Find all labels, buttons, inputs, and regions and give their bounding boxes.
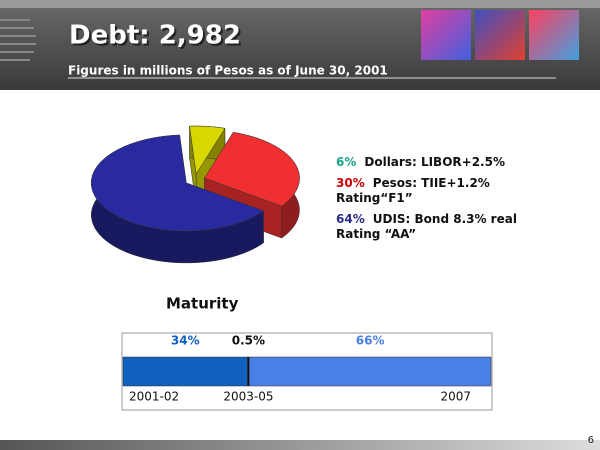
footer-band [0, 440, 600, 450]
pie-slice [189, 125, 226, 175]
bar-title: Maturity [166, 295, 239, 313]
legend-value: 30% [336, 176, 365, 190]
legend: 6% Dollars: LIBOR+2.5% 30% Pesos: TIIE+1.2%… [336, 155, 536, 248]
title: Debt: 2,982 [69, 21, 241, 51]
subtitle: Figures in millions of Pesos as of June … [68, 64, 388, 78]
legend-entry: 30% Pesos: TIIE+1.2% Rating“F1” [336, 176, 536, 206]
legend-label: Dollars: LIBOR+2.5% [364, 155, 505, 169]
legend-label: Pesos: TIIE+1.2% Rating“F1” [336, 176, 490, 205]
header-top [0, 0, 600, 8]
bar-value-label: 34% [171, 334, 200, 348]
bar-value-label: 66% [356, 334, 385, 348]
legend-entry: 6% Dollars: LIBOR+2.5% [336, 155, 536, 170]
bar-segment [247, 356, 250, 387]
legend-entry: 64% UDIS: Bond 8.3% real Rating “AA” [336, 212, 536, 242]
bar-category-label: 2007 [440, 390, 471, 404]
title-shadow: Debt: 2,982 [71, 23, 243, 53]
pie-tops [91, 125, 300, 232]
pie-slice [204, 132, 300, 207]
bar-value-label: 0.5% [232, 334, 265, 348]
bar-segment [122, 356, 248, 387]
legend-value: 64% [336, 212, 365, 226]
logo [0, 19, 36, 61]
legend-label: UDIS: Bond 8.3% real Rating “AA” [336, 212, 517, 241]
header-image [421, 10, 471, 60]
bar-segment [249, 356, 492, 387]
header-image [475, 10, 525, 60]
header-image [529, 10, 579, 60]
bar-category-label: 2003-05 [223, 390, 273, 404]
pie-slice [91, 134, 265, 232]
bar-category-label: 2001-02 [129, 390, 179, 404]
pie-chart [91, 125, 300, 264]
legend-value: 6% [336, 155, 357, 169]
bar-chart: 34% 2001-02 0.5% 2003-05 66% 2007 [122, 334, 492, 404]
page-number: 6 [588, 435, 594, 446]
